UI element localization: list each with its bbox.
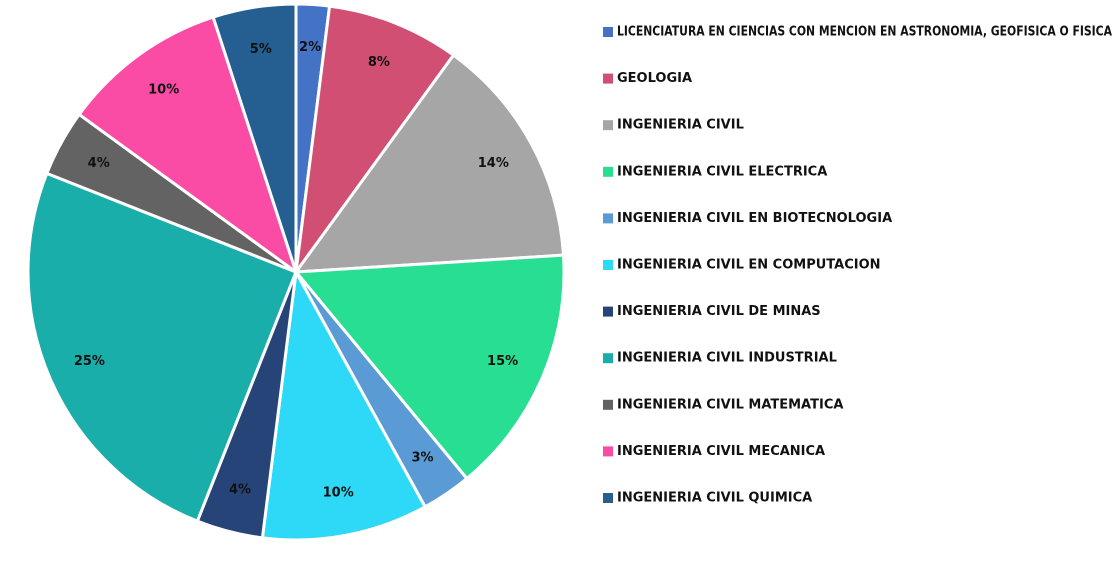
data-label-ingenieria-civil-en-computacion: 10% (323, 486, 354, 501)
legend-swatch (603, 120, 613, 131)
legend-item-ingenieria-civil-electrica: INGENIERIA CIVIL ELECTRICA (603, 164, 827, 179)
legend-swatch (603, 213, 613, 224)
pie-slice-ingenieria-civil (294, 53, 565, 274)
legend-item-geologia: GEOLOGIA (603, 71, 692, 86)
legend-swatch (603, 73, 613, 84)
legend-item-licenciatura-en-ciencias-con-mencion-en-astronomia-geofisica-o-fisica: LICENCIATURA EN CIENCIAS CON MENCION EN … (603, 25, 1112, 40)
legend-swatch (603, 166, 613, 177)
legend-item-ingenieria-civil-en-biotecnologia: INGENIERIA CIVIL EN BIOTECNOLOGIA (603, 211, 892, 226)
legend-item-ingenieria-civil-matematica: INGENIERIA CIVIL MATEMATICA (603, 397, 843, 412)
pie-slice-ingenieria-civil-en-computacion (260, 270, 427, 542)
legend-label: INGENIERIA CIVIL MATEMATICA (617, 397, 843, 412)
legend-label: INGENIERIA CIVIL INDUSTRIAL (617, 351, 837, 366)
legend-label: INGENIERIA CIVIL (617, 118, 744, 133)
legend-item-ingenieria-civil-industrial: INGENIERIA CIVIL INDUSTRIAL (603, 351, 837, 366)
legend-label: INGENIERIA CIVIL EN COMPUTACION (617, 258, 881, 273)
data-label-ingenieria-civil-industrial: 25% (74, 354, 105, 369)
legend-label: INGENIERIA CIVIL DE MINAS (617, 304, 821, 319)
data-label-ingenieria-civil-en-biotecnologia: 3% (411, 451, 433, 466)
legend-item-ingenieria-civil-de-minas: INGENIERIA CIVIL DE MINAS (603, 304, 821, 319)
data-label-geologia: 8% (368, 55, 390, 70)
legend-swatch (603, 306, 613, 317)
legend: LICENCIATURA EN CIENCIAS CON MENCION EN … (603, 25, 1112, 506)
legend-item-ingenieria-civil-quimica: INGENIERIA CIVIL QUIMICA (603, 491, 812, 506)
pie-slice-geologia (294, 4, 456, 274)
legend-swatch (603, 399, 613, 410)
data-label-ingenieria-civil-de-minas: 4% (229, 483, 251, 498)
legend-label: INGENIERIA CIVIL ELECTRICA (617, 164, 827, 179)
legend-item-ingenieria-civil-mecanica: INGENIERIA CIVIL MECANICA (603, 444, 825, 459)
pie-data-labels: 2% 8% 14% 15% 3% 10% 4% 25% 4% 10% 5% (74, 40, 518, 501)
legend-label: INGENIERIA CIVIL MECANICA (617, 444, 825, 459)
legend-label: LICENCIATURA EN CIENCIAS CON MENCION EN … (617, 25, 1112, 40)
pie-slice-ingenieria-civil-mecanica (77, 15, 298, 274)
legend-swatch (603, 27, 613, 37)
data-label-ingenieria-civil-matematica: 4% (88, 156, 110, 171)
legend-swatch (603, 493, 613, 503)
legend-label: INGENIERIA CIVIL QUIMICA (617, 491, 812, 506)
legend-label: GEOLOGIA (617, 71, 692, 86)
legend-swatch (603, 260, 613, 270)
legend-label: INGENIERIA CIVIL EN BIOTECNOLOGIA (617, 211, 892, 226)
pie-slice-ingenieria-civil-industrial (26, 171, 298, 523)
pie-slice-ingenieria-civil-quimica (211, 2, 298, 274)
data-label-ingenieria-civil-mecanica: 10% (148, 82, 179, 97)
data-label-ingenieria-civil-electrica: 15% (487, 354, 518, 369)
data-label-ingenieria-civil: 14% (478, 156, 509, 171)
data-label-licenciatura-en-ciencias-con-mencion-en-astronomia-geofisica-o-fisica: 2% (299, 40, 321, 55)
legend-item-ingenieria-civil: INGENIERIA CIVIL (603, 118, 744, 133)
legend-item-ingenieria-civil-en-computacion: INGENIERIA CIVIL EN COMPUTACION (603, 258, 881, 273)
legend-swatch (603, 446, 613, 457)
pie-slice-ingenieria-civil-electrica (294, 253, 566, 480)
data-label-ingenieria-civil-quimica: 5% (250, 42, 272, 57)
pie-slices (26, 2, 566, 542)
legend-swatch (603, 353, 613, 364)
